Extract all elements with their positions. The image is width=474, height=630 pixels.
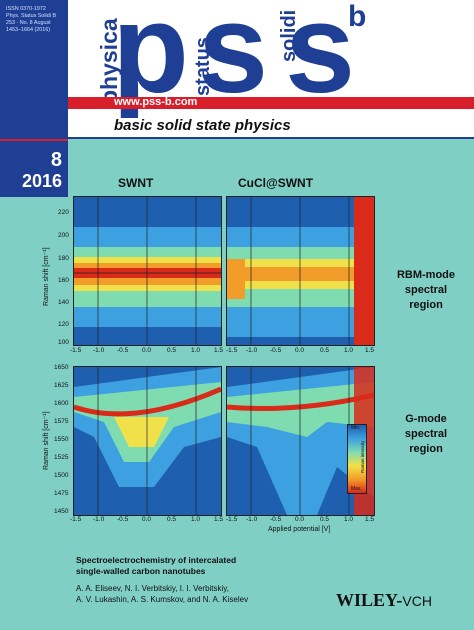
ytick-top-160: 160 [58,277,69,284]
colorbar-title: Raman intensity [360,440,365,473]
xtick-top-l-4: 0.5 [167,347,177,354]
logo-letter-p: p [112,0,189,119]
ytick-top-220: 220 [58,209,69,216]
col-title-cucl-swnt: CuCl@SWNT [238,176,314,190]
x-axis-label: Applied potential [V] [268,526,331,533]
plot-rbm-swnt [73,196,222,346]
logo-physica: physica [96,18,122,104]
ytick-bottom-1575: 1575 [54,418,69,425]
xtick-top-r-6: 1.5 [365,347,375,354]
plot-g-swnt [73,366,222,516]
ylabel-bottom: Raman shift [cm⁻¹] [43,411,50,470]
publisher-sep: - [396,590,403,610]
article-title: Spectroelectrochemistry of intercalated … [76,555,237,576]
ytick-bottom-1600: 1600 [54,400,69,407]
issue-block: 8 2016 [0,139,68,197]
xtick-bot-l-0: -1.5 [70,516,82,523]
xtick-bot-l-4: 0.5 [167,516,177,523]
heatmap-rbm-cucl [227,197,374,345]
ytick-bottom-1525: 1525 [54,454,69,461]
xtick-bot-r-1: -1.0 [246,516,258,523]
xtick-bot-r-5: 1.0 [344,516,354,523]
ytick-bottom-1475: 1475 [54,490,69,497]
issue-number: 8 [50,149,62,171]
publisher-vch: VCH [402,593,432,609]
xtick-top-r-5: 1.0 [344,347,354,354]
journal-url[interactable]: www.pss-b.com [114,96,198,108]
xtick-bot-r-2: -0.5 [270,516,282,523]
publisher-logo: WILEY-VCH [336,590,432,611]
xtick-bot-r-4: 0.5 [320,516,330,523]
issn-info: ISSN 0370-1972 Phys. Status Solidi B 253… [6,6,57,33]
xtick-bot-l-5: 1.0 [191,516,201,523]
ytick-bottom-1650: 1650 [54,364,69,371]
issn-sidebar: ISSN 0370-1972 Phys. Status Solidi B 253… [0,0,68,139]
url-bar [68,97,474,109]
ytick-bottom-1550: 1550 [54,436,69,443]
colorbar-min-label: Min. [351,425,361,431]
ytick-top-140: 140 [58,299,69,306]
header-divider [68,137,474,139]
xtick-top-l-5: 1.0 [191,347,201,354]
ytick-top-100: 100 [58,339,69,346]
plot-rbm-cucl [226,196,375,346]
masthead [68,0,474,139]
heatmap-rbm-swnt [74,197,221,345]
logo-status: status [192,37,214,96]
logo-letter-s2: s [285,0,355,119]
xtick-top-l-6: 1.5 [214,347,224,354]
xtick-top-l-3: 0.0 [142,347,152,354]
xtick-bot-l-1: -1.0 [93,516,105,523]
ytick-bottom-1500: 1500 [54,472,69,479]
label-g-region: G-mode spectral region [404,413,448,455]
logo-superscript-b: b [348,0,367,33]
label-rbm-region: RBM-mode spectral region [396,269,456,311]
xtick-top-r-0: -1.5 [226,347,238,354]
heatmap-g-swnt [74,367,221,515]
ytick-bottom-1450: 1450 [54,508,69,515]
xtick-bot-l-6: 1.5 [214,516,224,523]
publisher-main: WILEY [336,590,397,610]
xtick-bot-r-6: 1.5 [365,516,375,523]
xtick-top-r-3: 0.0 [295,347,305,354]
xtick-top-r-4: 0.5 [320,347,330,354]
xtick-top-r-1: -1.0 [246,347,258,354]
col-title-swnt: SWNT [118,176,154,190]
xtick-top-l-1: -1.0 [93,347,105,354]
colorbar-max-label: Max. [351,486,362,492]
ylabel-top: Raman shift [cm⁻¹] [43,247,50,306]
ytick-top-200: 200 [58,232,69,239]
logo-solidi: solidi [278,9,300,62]
ytick-bottom-1625: 1625 [54,382,69,389]
ytick-top-120: 120 [58,321,69,328]
ytick-top-180: 180 [58,255,69,262]
xtick-bot-r-3: 0.0 [295,516,305,523]
xtick-bot-l-3: 0.0 [142,516,152,523]
xtick-bot-r-0: -1.5 [226,516,238,523]
colorbar [347,424,367,494]
logo-letter-s1: s [198,0,268,119]
xtick-top-l-2: -0.5 [117,347,129,354]
journal-subtitle: basic solid state physics [114,117,291,134]
xtick-top-r-2: -0.5 [270,347,282,354]
xtick-bot-l-2: -0.5 [117,516,129,523]
issue-year: 2016 [21,171,62,191]
article-authors: A. A. Eliseev, N. I. Verbitskiy, I. I. V… [76,584,249,604]
xtick-top-l-0: -1.5 [70,347,82,354]
